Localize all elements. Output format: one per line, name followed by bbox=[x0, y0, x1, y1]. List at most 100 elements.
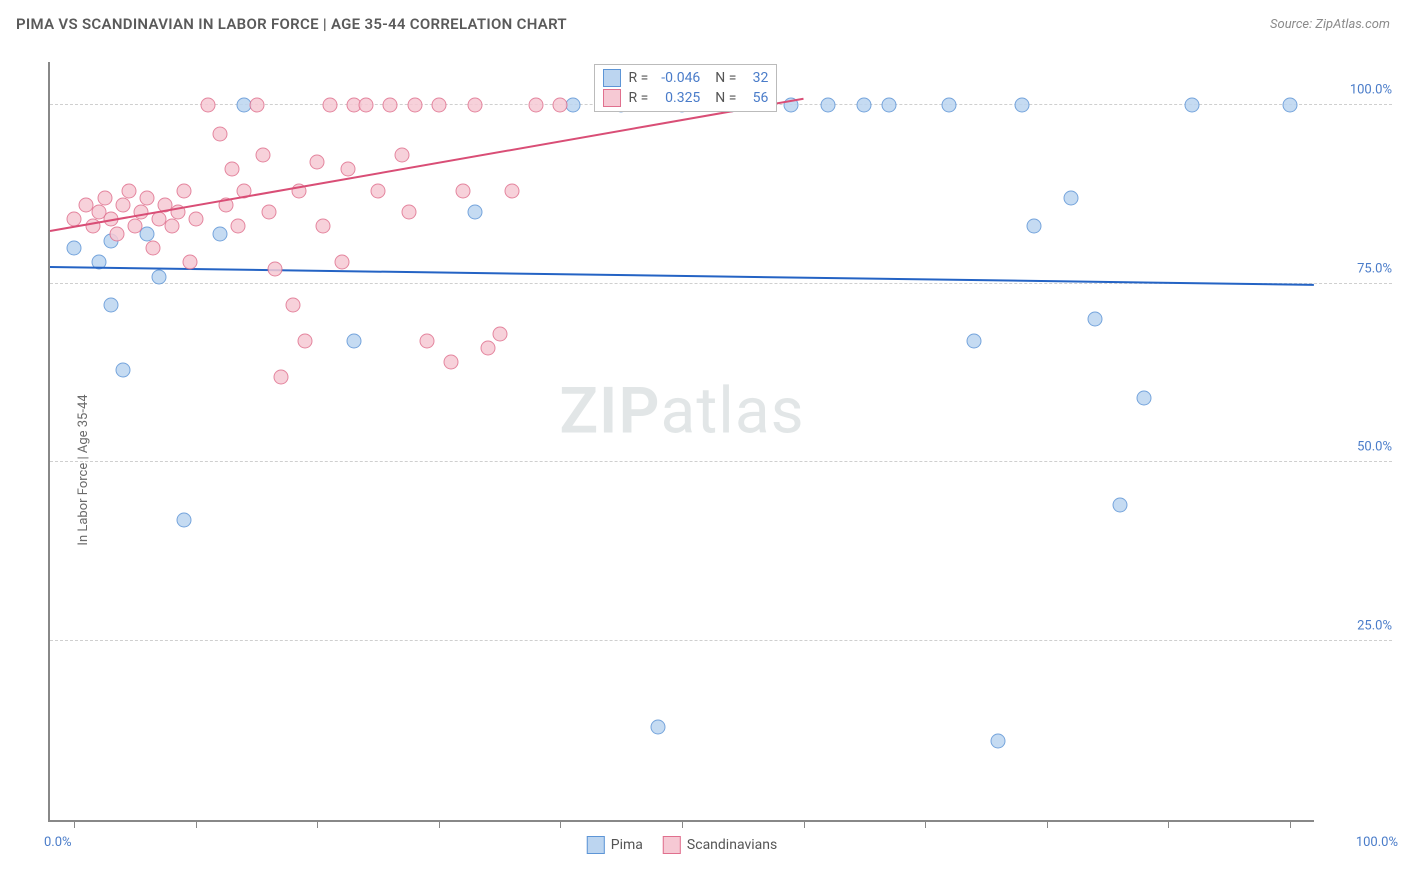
x-axis-label-right: 100.0% bbox=[1356, 835, 1398, 850]
data-point bbox=[182, 255, 197, 270]
stats-text: R =0.325 N =56 bbox=[629, 90, 769, 106]
data-point bbox=[164, 219, 179, 234]
stats-text: R =-0.046 N =32 bbox=[629, 70, 769, 86]
data-point bbox=[1112, 498, 1127, 513]
data-point bbox=[115, 198, 130, 213]
x-tick bbox=[560, 820, 561, 828]
data-point bbox=[881, 97, 896, 112]
trend-line bbox=[50, 98, 804, 232]
data-point bbox=[97, 190, 112, 205]
x-tick bbox=[682, 820, 683, 828]
data-point bbox=[128, 219, 143, 234]
x-axis-label-left: 0.0% bbox=[44, 835, 72, 850]
data-point bbox=[504, 183, 519, 198]
stats-row: R =-0.046 N =32 bbox=[603, 69, 769, 87]
x-tick bbox=[1290, 820, 1291, 828]
data-point bbox=[340, 162, 355, 177]
data-point bbox=[261, 205, 276, 220]
data-point bbox=[176, 183, 191, 198]
data-point bbox=[553, 97, 568, 112]
x-tick bbox=[74, 820, 75, 828]
data-point bbox=[1185, 97, 1200, 112]
data-point bbox=[322, 97, 337, 112]
data-point bbox=[395, 147, 410, 162]
data-point bbox=[1136, 391, 1151, 406]
data-point bbox=[468, 205, 483, 220]
data-point bbox=[201, 97, 216, 112]
legend-swatch bbox=[587, 836, 605, 854]
data-point bbox=[480, 341, 495, 356]
data-point bbox=[286, 298, 301, 313]
data-point bbox=[966, 333, 981, 348]
data-point bbox=[122, 183, 137, 198]
data-point bbox=[1027, 219, 1042, 234]
data-point bbox=[267, 262, 282, 277]
data-point bbox=[298, 333, 313, 348]
chart-title: PIMA VS SCANDINAVIAN IN LABOR FORCE | AG… bbox=[16, 15, 567, 33]
x-tick bbox=[1047, 820, 1048, 828]
data-point bbox=[231, 219, 246, 234]
data-point bbox=[140, 190, 155, 205]
data-point bbox=[383, 97, 398, 112]
watermark: ZIPatlas bbox=[559, 373, 804, 448]
chart-area: In Labor Force | Age 35-44 ZIPatlas 25.0… bbox=[0, 48, 1406, 892]
data-point bbox=[249, 97, 264, 112]
stats-row: R =0.325 N =56 bbox=[603, 89, 769, 107]
data-point bbox=[431, 97, 446, 112]
data-point bbox=[401, 205, 416, 220]
y-tick-label: 75.0% bbox=[1322, 261, 1392, 276]
x-tick bbox=[925, 820, 926, 828]
y-tick-label: 50.0% bbox=[1322, 440, 1392, 455]
data-point bbox=[1015, 97, 1030, 112]
x-tick bbox=[804, 820, 805, 828]
data-point bbox=[152, 269, 167, 284]
data-point bbox=[650, 720, 665, 735]
data-point bbox=[857, 97, 872, 112]
data-point bbox=[115, 362, 130, 377]
stats-box: R =-0.046 N =32 R =0.325 N =56 bbox=[594, 64, 778, 112]
legend: Pima Scandinavians bbox=[587, 836, 777, 854]
data-point bbox=[146, 240, 161, 255]
data-point bbox=[456, 183, 471, 198]
y-tick-label: 100.0% bbox=[1322, 82, 1392, 97]
data-point bbox=[529, 97, 544, 112]
data-point bbox=[991, 734, 1006, 749]
plot-area: ZIPatlas 25.0%50.0%75.0%100.0%0.0%100.0%… bbox=[48, 62, 1314, 822]
legend-swatch bbox=[663, 836, 681, 854]
data-point bbox=[255, 147, 270, 162]
legend-item: Scandinavians bbox=[663, 836, 777, 854]
legend-swatch bbox=[603, 69, 621, 87]
data-point bbox=[1063, 190, 1078, 205]
data-point bbox=[371, 183, 386, 198]
data-point bbox=[176, 512, 191, 527]
x-tick bbox=[439, 820, 440, 828]
data-point bbox=[1088, 312, 1103, 327]
gridline bbox=[50, 461, 1392, 462]
data-point bbox=[316, 219, 331, 234]
data-point bbox=[103, 298, 118, 313]
data-point bbox=[188, 212, 203, 227]
data-point bbox=[213, 126, 228, 141]
data-point bbox=[109, 226, 124, 241]
data-point bbox=[213, 226, 228, 241]
data-point bbox=[334, 255, 349, 270]
watermark-prefix: ZIP bbox=[559, 373, 660, 448]
data-point bbox=[273, 369, 288, 384]
data-point bbox=[1282, 97, 1297, 112]
legend-label: Pima bbox=[611, 837, 643, 853]
gridline bbox=[50, 640, 1392, 641]
data-point bbox=[419, 333, 434, 348]
legend-swatch bbox=[603, 89, 621, 107]
data-point bbox=[444, 355, 459, 370]
data-point bbox=[346, 333, 361, 348]
data-point bbox=[225, 162, 240, 177]
legend-label: Scandinavians bbox=[687, 837, 777, 853]
data-point bbox=[359, 97, 374, 112]
x-tick bbox=[1168, 820, 1169, 828]
x-tick bbox=[317, 820, 318, 828]
x-tick bbox=[196, 820, 197, 828]
data-point bbox=[468, 97, 483, 112]
data-point bbox=[310, 155, 325, 170]
chart-header: PIMA VS SCANDINAVIAN IN LABOR FORCE | AG… bbox=[0, 0, 1406, 48]
data-point bbox=[407, 97, 422, 112]
